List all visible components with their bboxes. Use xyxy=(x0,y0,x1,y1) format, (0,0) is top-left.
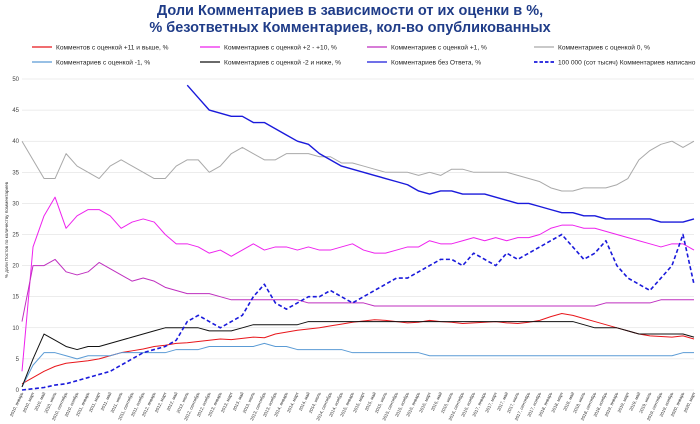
grid xyxy=(22,78,694,391)
legend-label: Комментариев без Ответа, % xyxy=(391,58,481,66)
y-tick-label: 10 xyxy=(12,326,19,332)
y-tick-label: 40 xyxy=(12,139,19,145)
legend-item-1: Комментов с оценкой +11 и выше, % xyxy=(32,43,169,51)
series-line-3 xyxy=(21,258,694,322)
legend-item-4: Комментариев с оценкой 0, % xyxy=(534,43,650,51)
y-tick-label: 25 xyxy=(12,233,19,239)
legend-item-2: Комментариев с оценкой +2 - +10, % xyxy=(200,43,337,51)
y-tick-label: 0 xyxy=(16,388,20,394)
series-line-2 xyxy=(21,196,695,372)
y-axis-ticks: 0 5 10 15 20 25 30 35 40 45 50 xyxy=(12,77,19,394)
series-line-8 xyxy=(21,233,695,391)
legend-item-3: Комментариев с оценкой +1, % xyxy=(367,43,487,51)
series-line-6 xyxy=(21,321,695,388)
legend-label: Комментов с оценкой +11 и выше, % xyxy=(56,43,169,51)
y-tick-label: 5 xyxy=(16,357,20,363)
series-line-4 xyxy=(21,140,695,192)
legend-item-5: Комментариев с оценкой -1, % xyxy=(32,58,150,66)
legend-label: Комментариев с оценкой +2 - +10, % xyxy=(224,43,337,51)
y-tick-label: 45 xyxy=(12,108,19,114)
legend-label: Комментариев с оценкой -1, % xyxy=(56,58,150,66)
y-tick-label: 30 xyxy=(12,201,19,207)
y-tick-label: 35 xyxy=(12,170,19,176)
x-tick-label: 2010, январь xyxy=(9,391,25,418)
legend-label: 100 000 (сот тысяч) Комментариев написан… xyxy=(558,59,696,66)
y-tick-label: 20 xyxy=(12,264,19,270)
y-tick-label: 50 xyxy=(12,77,19,83)
chart-title-line-1: Доли Комментариев в зависимости от их оц… xyxy=(157,3,543,19)
legend-item-6: Комментариев с оценкой -2 и ниже, % xyxy=(200,58,341,66)
legend: Комментов с оценкой +11 и выше, % Коммент… xyxy=(32,43,696,66)
legend-label: Комментариев с оценкой 0, % xyxy=(558,43,650,51)
y-tick-label: 15 xyxy=(12,295,19,301)
chart-title: Доли Комментариев в зависимости от их оц… xyxy=(149,3,550,36)
series-line-5 xyxy=(21,342,694,388)
series-line-7 xyxy=(186,84,695,223)
legend-label: Комментариев с оценкой +1, % xyxy=(391,43,487,51)
chart-title-line-2: % безответных Комментариев, кол-во опубл… xyxy=(149,20,550,36)
legend-label: Комментариев с оценкой -2 и ниже, % xyxy=(224,58,341,66)
series-lines xyxy=(21,84,695,391)
legend-item-8: 100 000 (сот тысяч) Комментариев написан… xyxy=(534,59,696,66)
legend-item-7: Комментариев без Ответа, % xyxy=(367,58,481,66)
y-axis-label: % доли Постов по количеству Комментариев xyxy=(4,181,9,278)
series-line-1 xyxy=(21,312,695,385)
